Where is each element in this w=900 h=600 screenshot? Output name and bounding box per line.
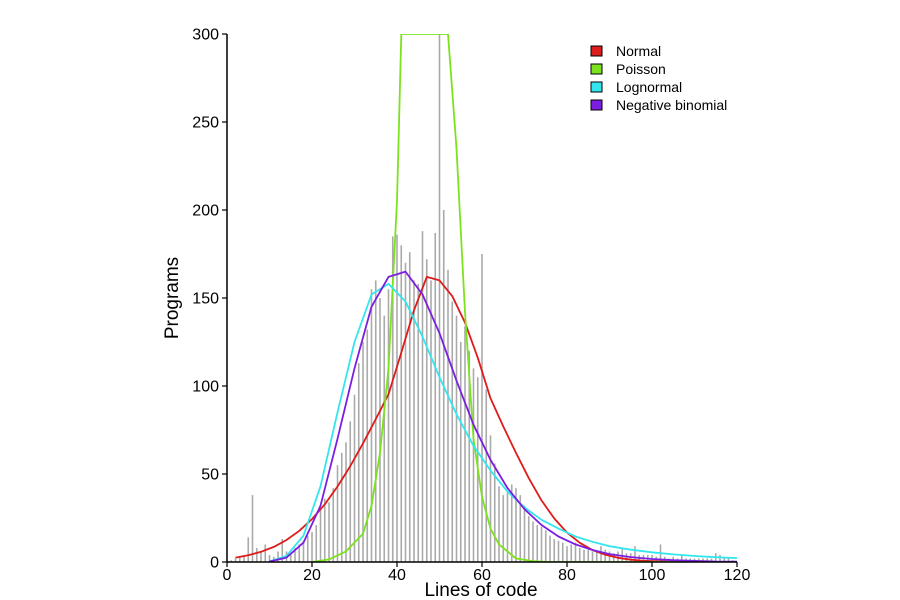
fit-curves: [235, 34, 737, 562]
legend-label: Negative binomial: [616, 97, 727, 113]
y-axis-title: Programs: [162, 257, 183, 339]
axes: 0 50 100 150 200 250 300 0 20 40 60 80 100 120: [192, 27, 750, 585]
legend-swatch: [590, 45, 603, 57]
y-tick-label: 50: [201, 467, 219, 484]
x-tick-label: 60: [473, 567, 491, 584]
legend-label: Normal: [616, 43, 661, 59]
y-tick-label: 250: [192, 115, 219, 132]
x-tick-label: 20: [303, 567, 321, 584]
y-tick-label: 200: [192, 203, 219, 220]
y-tick-label: 150: [192, 291, 219, 308]
x-tick-label: 0: [223, 567, 232, 584]
y-tick-label: 300: [192, 27, 219, 44]
legend-label: Lognormal: [616, 79, 682, 95]
legend-label: Poisson: [616, 61, 666, 77]
legend-swatch: [590, 63, 603, 75]
series-line-lognormal: [269, 282, 737, 562]
x-tick-label: 100: [639, 567, 666, 584]
histogram-bars: [230, 34, 734, 562]
x-tick-label: 120: [724, 567, 751, 584]
legend: Normal Poisson Lognormal Negative binomial: [590, 43, 727, 113]
x-tick-label: 40: [388, 567, 406, 584]
x-tick-label: 80: [558, 567, 576, 584]
x-axis-title: Lines of code: [424, 580, 537, 600]
legend-swatch: [590, 99, 603, 111]
legend-swatch: [590, 81, 603, 93]
series-line-negative-binomial: [269, 270, 737, 562]
y-tick-label: 0: [210, 555, 219, 572]
series-line-poisson: [311, 34, 737, 562]
y-tick-label: 100: [192, 379, 219, 396]
